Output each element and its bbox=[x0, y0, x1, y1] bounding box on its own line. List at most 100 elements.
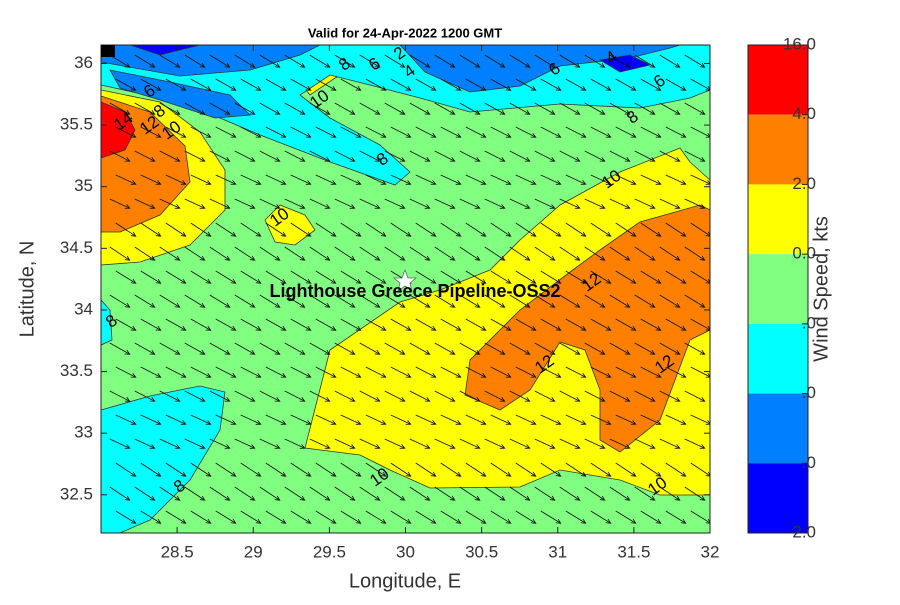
wind-arrow bbox=[615, 366, 637, 378]
region-cyan bbox=[101, 45, 710, 186]
wind-arrow bbox=[459, 198, 481, 209]
wind-arrow bbox=[365, 78, 387, 91]
region-yellow bbox=[264, 204, 316, 246]
wind-arrow bbox=[634, 294, 656, 308]
wind-arrow bbox=[615, 126, 637, 138]
wind-arrow bbox=[640, 222, 662, 237]
wind-arrow bbox=[615, 174, 637, 185]
wind-arrow bbox=[134, 246, 156, 261]
wind-arrow bbox=[109, 438, 131, 449]
wind-arrow bbox=[315, 462, 337, 477]
wind-arrow bbox=[534, 294, 556, 308]
y-tick-label: 36 bbox=[74, 53, 93, 72]
wind-arrow bbox=[215, 270, 237, 284]
wind-arrow bbox=[509, 54, 531, 68]
wind-arrow bbox=[409, 390, 431, 402]
wind-arrow bbox=[540, 270, 562, 284]
wind-arrow bbox=[609, 54, 631, 68]
wind-arrow bbox=[440, 462, 462, 477]
wind-arrow bbox=[559, 294, 581, 308]
colorbar-tick-label: 2.0 bbox=[792, 174, 816, 193]
wind-arrow bbox=[665, 462, 687, 477]
wind-arrow bbox=[659, 342, 681, 355]
wind-arrow bbox=[640, 270, 662, 284]
y-tick-label: 35 bbox=[74, 176, 93, 195]
wind-arrow bbox=[484, 438, 506, 449]
wind-arrow bbox=[665, 414, 687, 425]
wind-arrow bbox=[709, 150, 710, 152]
wind-arrow bbox=[459, 342, 481, 355]
wind-arrow bbox=[490, 510, 512, 524]
wind-arrow bbox=[515, 126, 537, 138]
wind-arrow bbox=[709, 390, 710, 392]
wind-arrow bbox=[140, 462, 162, 477]
wind-arrow bbox=[365, 414, 387, 425]
wind-arrow bbox=[665, 126, 687, 138]
wind-arrow bbox=[115, 174, 137, 185]
wind-arrow bbox=[465, 174, 487, 185]
colorbar-band bbox=[748, 393, 808, 464]
wind-arrow bbox=[634, 486, 656, 501]
wind-arrow bbox=[534, 54, 556, 68]
wind-arrow bbox=[334, 54, 356, 68]
wind-arrow bbox=[284, 294, 306, 308]
wind-arrow bbox=[690, 222, 710, 237]
wind-arrow bbox=[209, 246, 231, 261]
wind-arrow bbox=[634, 390, 656, 402]
wind-arrow bbox=[109, 486, 131, 501]
wind-arrow bbox=[584, 438, 606, 449]
wind-arrow bbox=[684, 390, 706, 402]
wind-arrow bbox=[515, 318, 537, 331]
wind-arrow bbox=[284, 390, 306, 402]
wind-arrow bbox=[365, 462, 387, 477]
wind-arrow bbox=[190, 78, 212, 91]
x-tick-label: 29.5 bbox=[313, 542, 346, 561]
wind-arrow bbox=[109, 390, 131, 402]
wind-arrow bbox=[709, 54, 710, 56]
wind-arrow bbox=[265, 414, 287, 425]
wind-arrow bbox=[215, 510, 237, 524]
x-tick-label: 28.5 bbox=[161, 542, 194, 561]
wind-arrow bbox=[565, 366, 587, 378]
wind-arrow bbox=[309, 246, 331, 261]
wind-arrow bbox=[690, 510, 710, 524]
wind-arrow bbox=[359, 102, 381, 115]
wind-arrow bbox=[359, 54, 381, 68]
wind-arrow bbox=[484, 294, 506, 308]
wind-arrow bbox=[109, 294, 131, 308]
wind-arrow bbox=[240, 222, 262, 237]
wind-arrow bbox=[184, 294, 206, 308]
wind-arrow bbox=[140, 222, 162, 237]
wind-arrow bbox=[640, 174, 662, 185]
wind-arrow bbox=[340, 78, 362, 91]
wind-arrow bbox=[284, 246, 306, 261]
wind-arrow bbox=[709, 102, 710, 104]
wind-arrow bbox=[384, 54, 406, 68]
wind-arrow bbox=[259, 294, 281, 308]
wind-arrow bbox=[615, 222, 637, 237]
wind-arrow bbox=[465, 318, 487, 331]
region-blue bbox=[399, 45, 681, 93]
wind-arrow bbox=[334, 438, 356, 449]
wind-arrow bbox=[115, 270, 137, 284]
wind-arrow bbox=[165, 462, 187, 477]
wind-arrow bbox=[690, 270, 710, 284]
wind-arrow bbox=[465, 510, 487, 524]
wind-arrow bbox=[484, 102, 506, 115]
wind-arrow bbox=[365, 174, 387, 185]
wind-arrow bbox=[490, 318, 512, 331]
wind-arrow bbox=[565, 78, 587, 91]
wind-arrow bbox=[534, 198, 556, 209]
wind-arrow bbox=[134, 294, 156, 308]
wind-arrow bbox=[240, 462, 262, 477]
wind-arrow bbox=[115, 222, 137, 237]
wind-arrow bbox=[134, 102, 156, 115]
wind-arrow bbox=[315, 414, 337, 425]
wind-arrow bbox=[609, 486, 631, 501]
wind-arrow bbox=[634, 438, 656, 449]
wind-arrow bbox=[515, 174, 537, 185]
wind-arrow bbox=[559, 438, 581, 449]
x-tick-label: 31 bbox=[548, 542, 567, 561]
wind-arrow bbox=[565, 414, 587, 425]
